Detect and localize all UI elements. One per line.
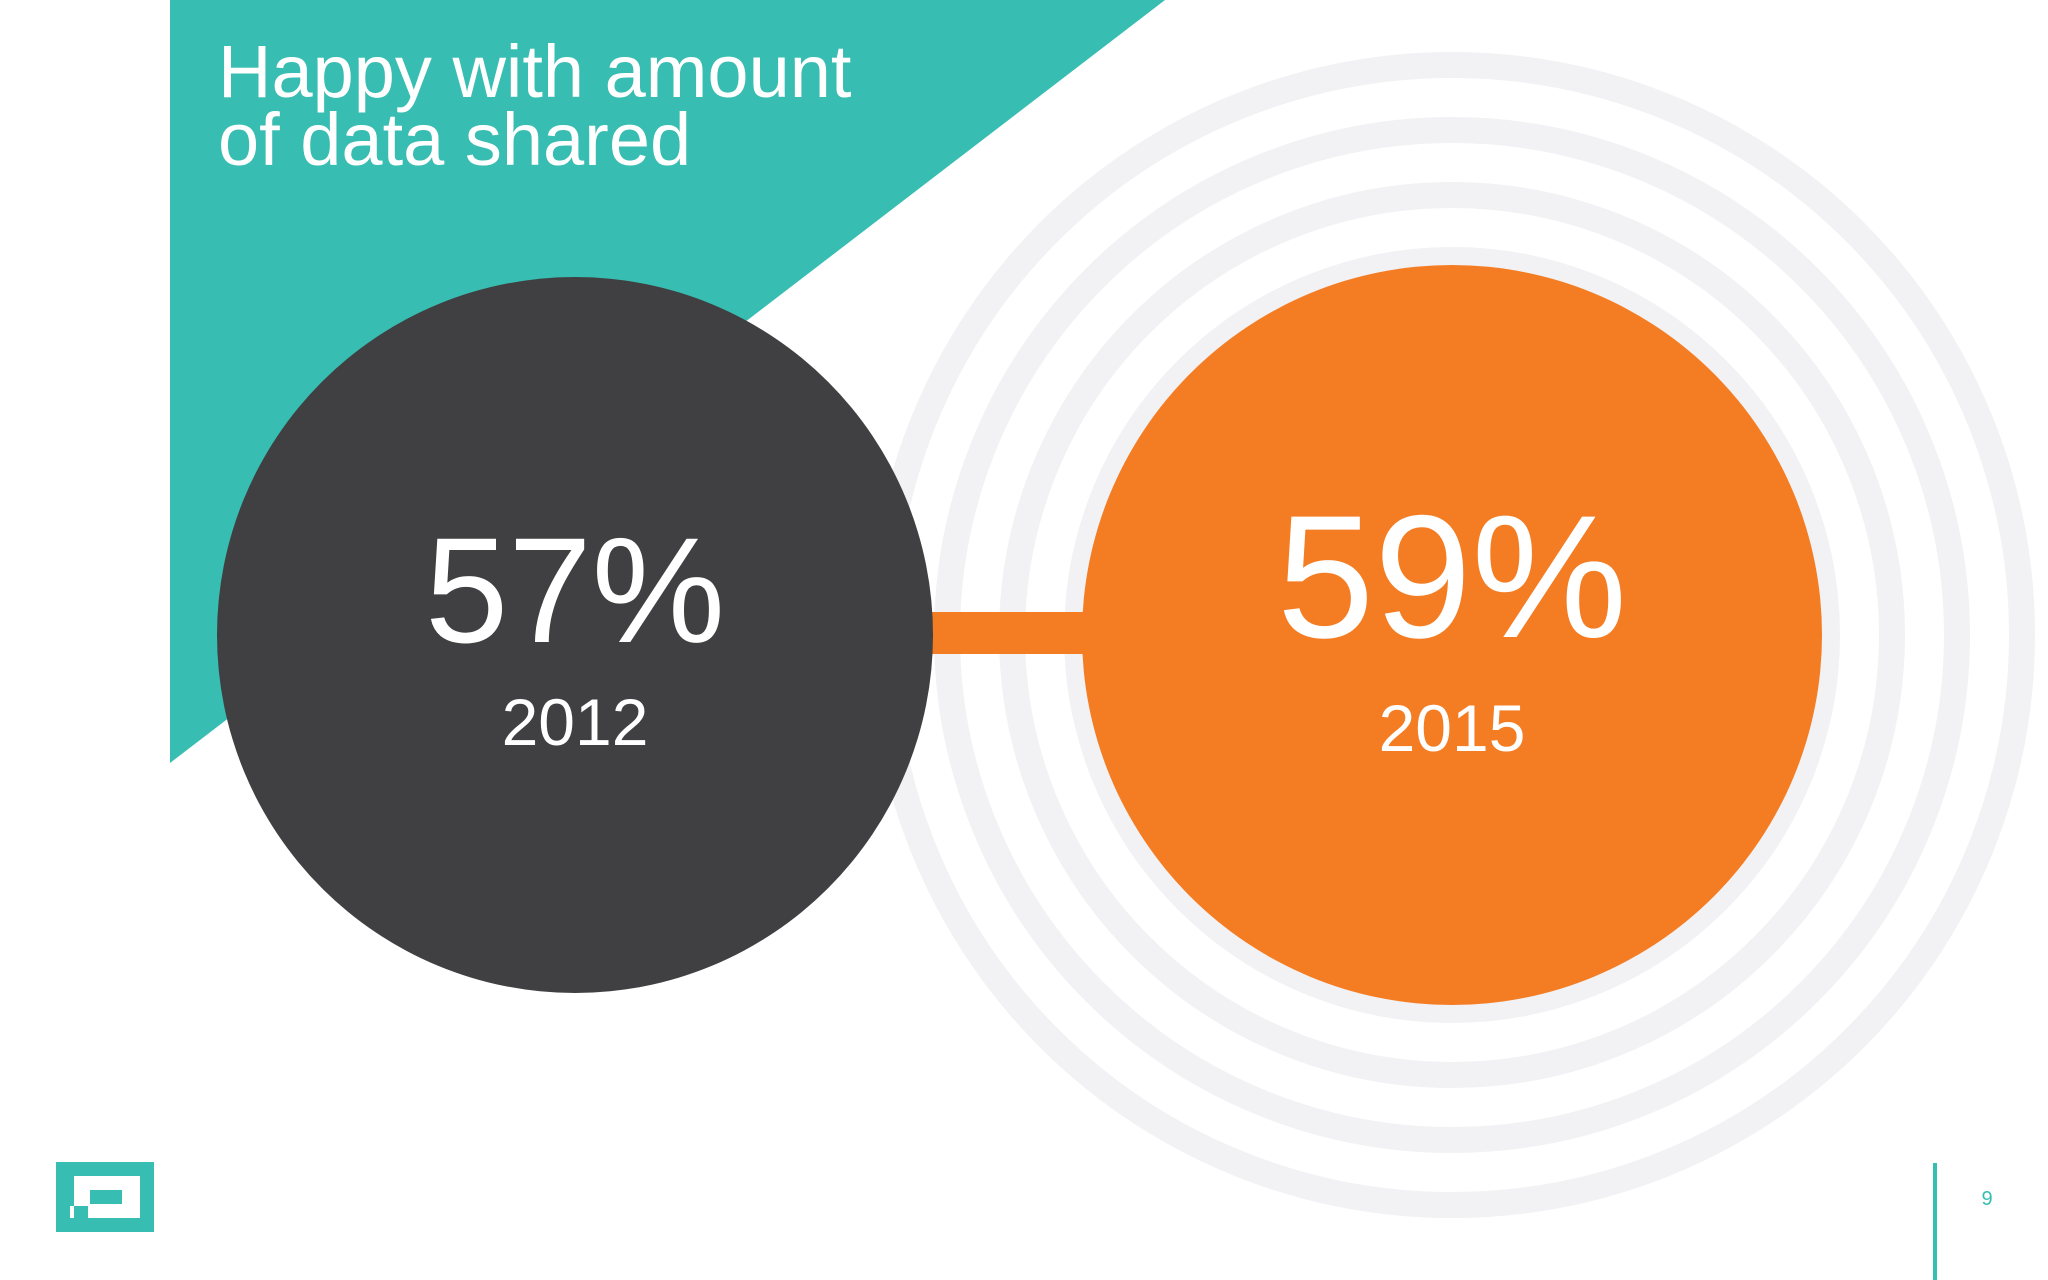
stat-2015-year: 2015 [1378, 691, 1526, 765]
page-number: 9 [1981, 1188, 1993, 1210]
title-line-2: of data shared [218, 98, 692, 181]
stat-2015-percent: 59% [1276, 480, 1628, 675]
stat-2012-year: 2012 [501, 685, 649, 759]
title-line-1: Happy with amount [218, 30, 852, 113]
bracket-logo-icon [56, 1162, 154, 1232]
circle-2015 [1082, 265, 1822, 1005]
stat-2015: 59% 2015 [1222, 490, 1682, 763]
circle-2012 [217, 277, 933, 993]
stat-2012: 57% 2012 [375, 515, 775, 757]
slide-title: Happy with amount of data shared [218, 35, 1118, 177]
footer-divider [1933, 1163, 1937, 1280]
connector-bar [920, 612, 1090, 654]
stat-2012-percent: 57% [424, 506, 726, 674]
